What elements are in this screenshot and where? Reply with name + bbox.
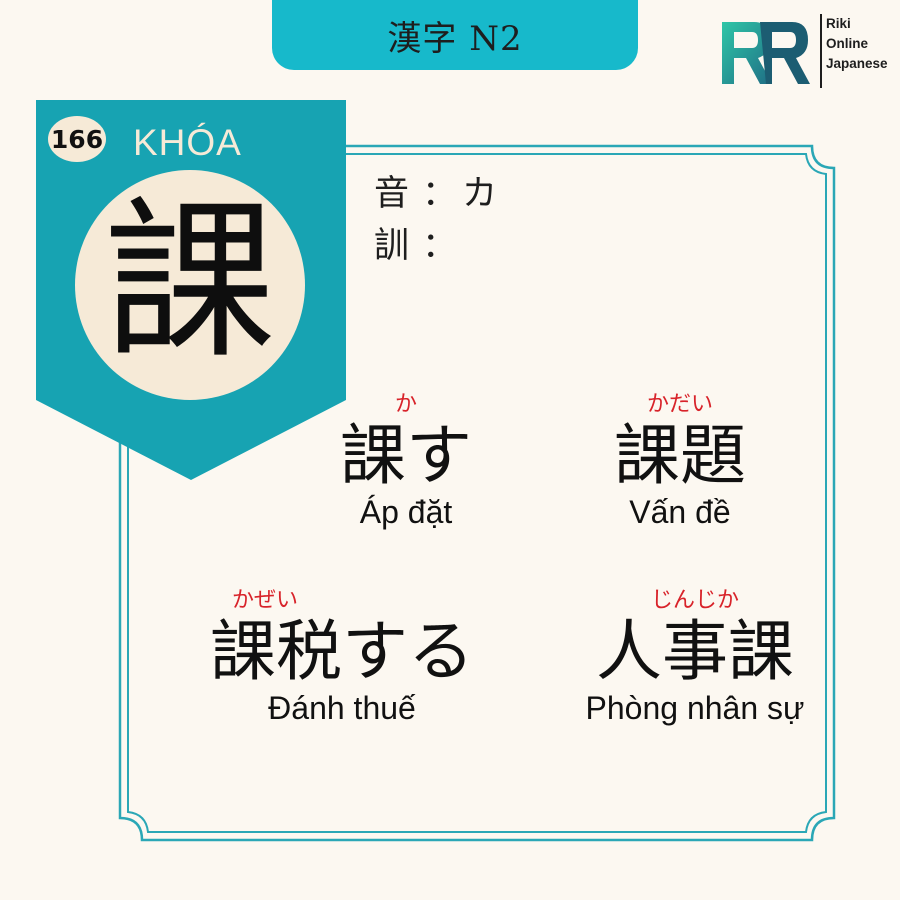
kun-label: 訓 [374, 226, 410, 266]
kanji-character: 課 [104, 181, 276, 382]
on-value: カ [462, 174, 498, 214]
kanji-number-badge: 166 [48, 116, 106, 162]
vocab-item: じんじか 人事課 Phòng nhân sự [560, 588, 830, 726]
header-tab: 漢字 N2 [272, 0, 638, 70]
kanji-number: 166 [50, 124, 104, 154]
kun-colon: ： [422, 226, 458, 266]
brand-line-2: Online [826, 36, 869, 51]
vocab-item: かぜい 課税する Đánh thuế [204, 588, 480, 726]
vocab-item: かだい 課題 Vấn đề [600, 392, 760, 530]
han-viet-reading: KHÓA [133, 122, 242, 163]
vocab-furigana: じんじか [650, 588, 739, 613]
vocab-furigana: かぜい [232, 588, 299, 613]
kun-reading-row: 訓 ： [374, 220, 497, 272]
brand-line-1: Riki [826, 16, 851, 31]
vocab-word: 課税する [210, 613, 474, 690]
on-label: 音 [374, 174, 410, 214]
on-reading-row: 音 ： カ [374, 168, 497, 220]
vocab-word: 課す [340, 417, 472, 494]
readings: 音 ： カ 訓 ： [374, 168, 497, 272]
logo-divider [820, 14, 822, 88]
riki-logo-icon [722, 22, 810, 84]
vocab-meaning: Đánh thuế [268, 690, 416, 726]
vocab-word: 課題 [614, 417, 746, 494]
vocab-furigana: かだい [646, 392, 713, 417]
vocab-word: 人事課 [596, 613, 794, 690]
on-colon: ： [422, 174, 458, 214]
vocab-meaning: Áp đặt [359, 494, 453, 530]
vocab-meaning: Vấn đề [629, 494, 731, 530]
vocab-furigana: か [394, 392, 417, 417]
vocab-item: か 課す Áp đặt [338, 392, 474, 530]
kanji-circle: 課 [75, 170, 305, 400]
brand-line-3: Japanese [826, 56, 888, 71]
vocab-meaning: Phòng nhân sự [585, 690, 805, 726]
brand-name: Riki Online Japanese [826, 14, 898, 74]
header-title: 漢字 N2 [387, 18, 523, 59]
